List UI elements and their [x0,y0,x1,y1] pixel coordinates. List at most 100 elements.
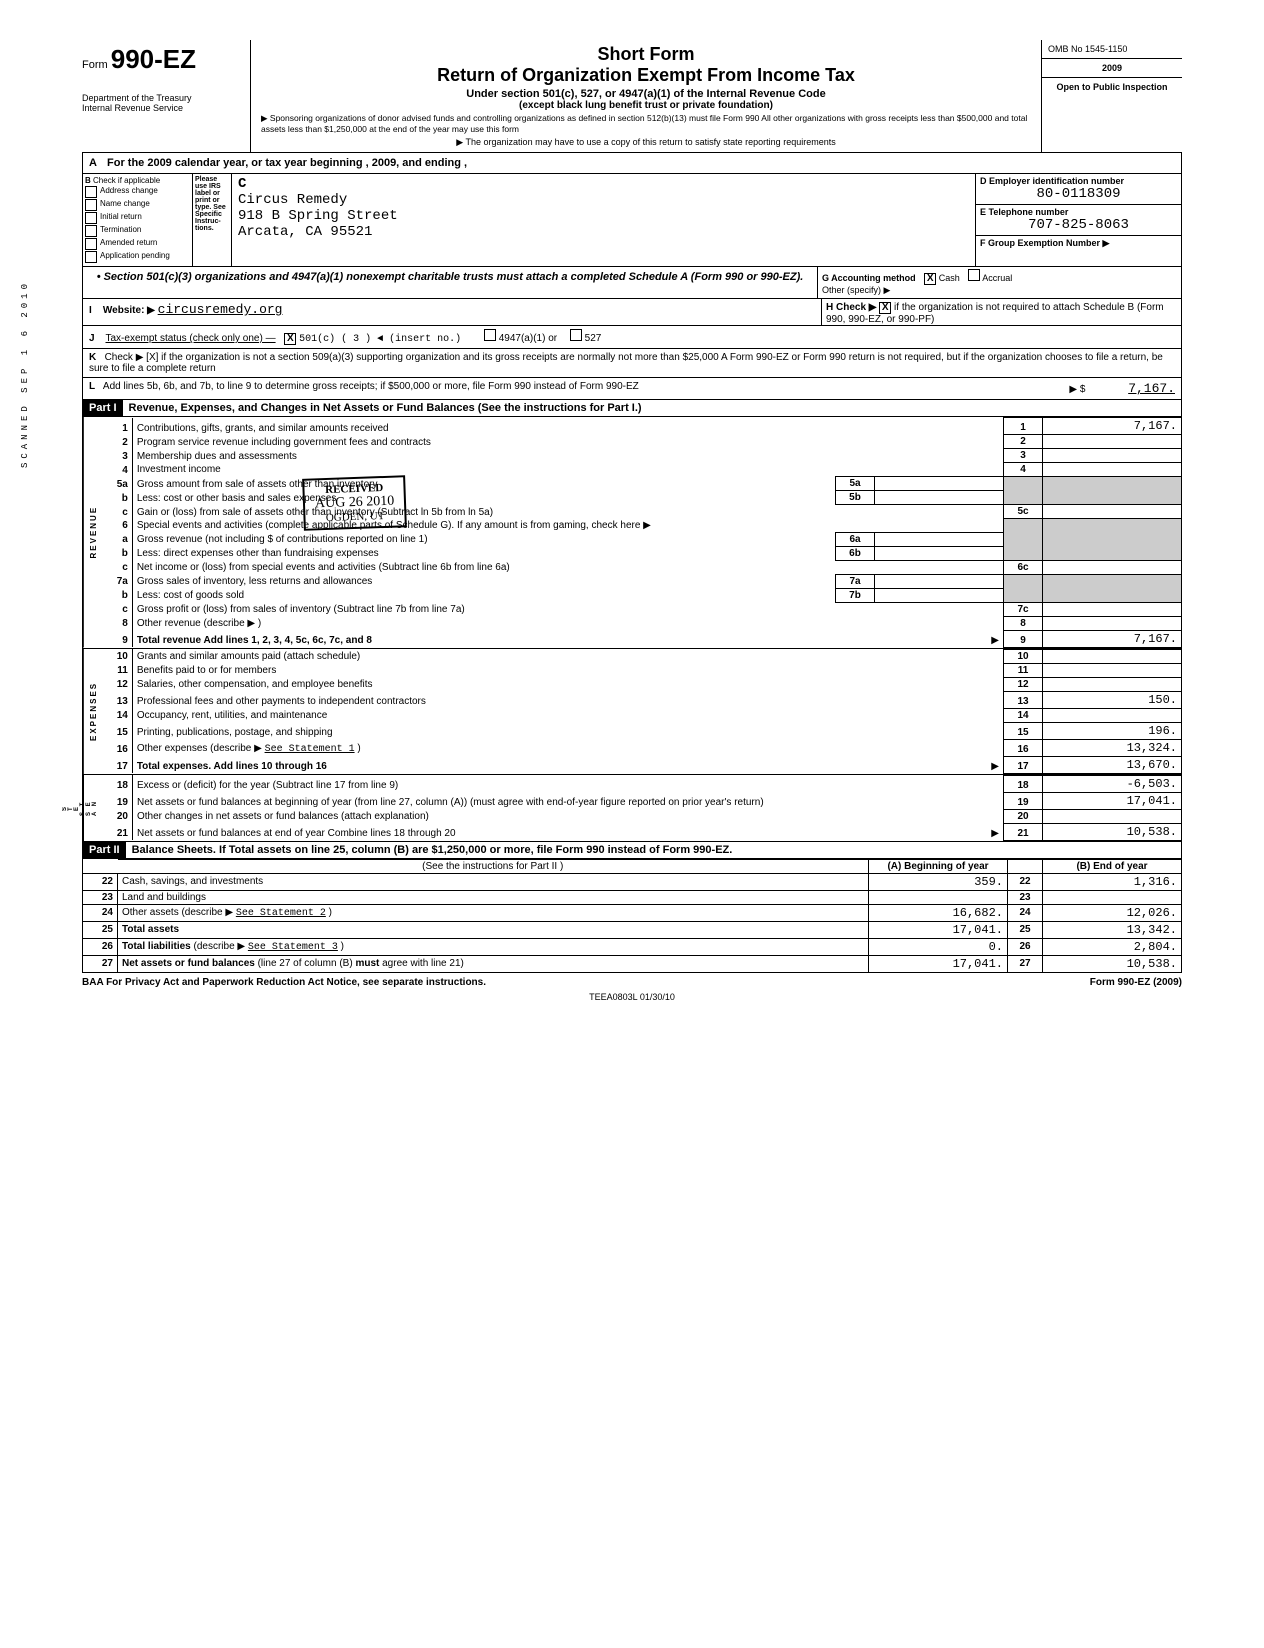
line21: Net assets or fund balances at end of ye… [137,828,456,839]
footer-right: Form 990-EZ (2009) [1090,977,1182,988]
cb-4947[interactable] [484,329,496,341]
ein-value: 80-0118309 [980,186,1177,202]
phone-label: E Telephone number [980,207,1068,217]
cb-amended[interactable] [85,238,97,250]
cb-527[interactable] [570,329,582,341]
cb-pending[interactable] [85,251,97,263]
org-addr1: 918 B Spring Street [238,208,398,224]
line17: Total expenses. Add lines 10 through 16 [137,761,327,772]
line6b: Less: direct expenses other than fundrai… [132,546,835,560]
title-short-form: Short Form [261,44,1031,65]
line7b: Less: cost of goods sold [132,588,835,602]
dept-treasury: Department of the Treasury [82,93,242,103]
line5c: Gain or (loss) from sale of assets other… [132,505,1003,519]
cb-501c[interactable] [284,333,296,345]
col-b-header: (B) End of year [1043,859,1182,873]
letter-c: C [238,176,246,192]
line19: Net assets or fund balances at beginning… [133,792,1004,809]
title-section: Under section 501(c), 527, or 4947(a)(1)… [261,88,1031,100]
line15: Printing, publications, postage, and shi… [132,722,1003,739]
website-value: circusremedy.org [158,302,283,317]
title-except: (except black lung benefit trust or priv… [261,100,1031,111]
tax-year: 2009 [1042,59,1182,78]
l-arrow: ▶ $ [1069,384,1085,395]
line5b: Less: cost or other basis and sales expe… [132,491,835,505]
bal26: Total liabilities (describe ▶ See Statem… [118,938,869,955]
letter-a: A [89,155,107,171]
bal22: Cash, savings, and investments [118,873,869,890]
org-addr2: Arcata, CA 95521 [238,224,372,240]
expenses-label: EXPENSES [83,649,98,774]
part2-instr: (See the instructions for Part II ) [118,859,869,873]
line2: Program service revenue including govern… [132,435,1003,449]
website-label: Website: ▶ [103,305,155,316]
line-l: L Add lines 5b, 6b, and 7b, to line 9 to… [82,378,1182,400]
j-501c: 501(c) ( 3 ) ◄ (insert no.) [299,334,461,345]
bal24: Other assets (describe ▶ See Statement 2… [118,904,869,921]
website-row: I Website: ▶ circusremedy.org H Check ▶ … [82,299,1182,326]
part1-text: Revenue, Expenses, and Changes in Net As… [123,400,1181,416]
line-a-text: For the 2009 calendar year, or tax year … [107,155,1175,171]
part2-label: Part II [83,842,126,858]
line11: Benefits paid to or for members [132,663,1003,677]
balance-sheet: (See the instructions for Part II ) (A) … [82,859,1182,973]
revenue-label: REVENUE [83,417,98,648]
line6c: Net income or (loss) from special events… [132,560,1003,574]
line10: Grants and similar amounts paid (attach … [132,649,1003,663]
netassets-label: A NS ES TETS [83,775,98,841]
line7a: Gross sales of inventory, less returns a… [132,574,835,588]
group-exemption-label: F Group Exemption Number ▶ [980,238,1109,248]
ein-label: D Employer identification number [980,176,1124,186]
line7c: Gross profit or (loss) from sales of inv… [132,602,1003,616]
line16: Other expenses (describe ▶ See Statement… [132,739,1003,756]
cb-cash[interactable] [924,273,936,285]
h-text: if the organization is not required to a… [826,302,1164,325]
line9: Total revenue Add lines 1, 2, 3, 4, 5c, … [137,635,372,646]
line6a: Gross revenue (not including $ of contri… [132,532,835,546]
accounting-method: G Accounting method Cash Accrual Other (… [822,269,1177,296]
cb-initial-return[interactable] [85,212,97,224]
please-use-irs: Please use IRS label or print or type. S… [193,174,232,266]
part1-label: Part I [83,400,123,416]
k-text: Check ▶ [X] if the organization is not a… [89,352,1163,374]
part2-header: Part II Balance Sheets. If Total assets … [82,842,1182,859]
section-trust: • Section 501(c)(3) organizations and 49… [82,267,1182,299]
part2-text: Balance Sheets. If Total assets on line … [126,842,1181,858]
line-k: K Check ▶ [X] if the organization is not… [82,349,1182,378]
footer-left: BAA For Privacy Act and Paperwork Reduct… [82,977,486,988]
trust-text: • Section 501(c)(3) organizations and 49… [83,267,818,298]
bal23: Land and buildings [118,890,869,904]
line4: Investment income [132,463,1003,477]
l-value: 7,167. [1128,381,1175,396]
form-number: Form 990-EZ [82,59,196,71]
check-applicable: Check if applicable [93,176,160,185]
form-header: Form 990-EZ Department of the Treasury I… [82,40,1182,153]
line14: Occupancy, rent, utilities, and maintena… [132,708,1003,722]
footer: BAA For Privacy Act and Paperwork Reduct… [82,977,1182,988]
line3: Membership dues and assessments [132,449,1003,463]
cb-accrual[interactable] [968,269,980,281]
dept-irs: Internal Revenue Service [82,103,242,113]
cb-name-change[interactable] [85,199,97,211]
line1: Contributions, gifts, grants, and simila… [132,418,1003,435]
line6: Special events and activities (complete … [132,519,1003,533]
phone-value: 707-825-8063 [980,217,1177,233]
cb-address-change[interactable] [85,186,97,198]
line18: Excess or (deficit) for the year (Subtra… [133,775,1004,792]
cb-termination[interactable] [85,225,97,237]
part1-header: Part I Revenue, Expenses, and Changes in… [82,400,1182,417]
title-sponsor: ▶ Sponsoring organizations of donor advi… [261,113,1031,135]
omb-number: OMB No 1545-1150 [1042,40,1182,59]
title-state: ▶ The organization may have to use a cop… [261,137,1031,148]
cb-schedule-b[interactable] [879,302,891,314]
col-a-header: (A) Beginning of year [869,859,1008,873]
j-label: Tax-exempt status (check only one) — [106,333,276,344]
org-name: Circus Remedy [238,192,347,208]
line20: Other changes in net assets or fund bala… [133,809,1004,823]
section-bcdef: B Check if applicable Address change Nam… [82,174,1182,267]
line12: Salaries, other compensation, and employ… [132,677,1003,691]
tax-exempt-row: J Tax-exempt status (check only one) — 5… [82,326,1182,349]
scan-stamp: SCANNED SEP 1 6 2010 [20,280,30,468]
footer-center: TEEA0803L 01/30/10 [82,992,1182,1002]
bal25: Total assets [118,921,869,938]
